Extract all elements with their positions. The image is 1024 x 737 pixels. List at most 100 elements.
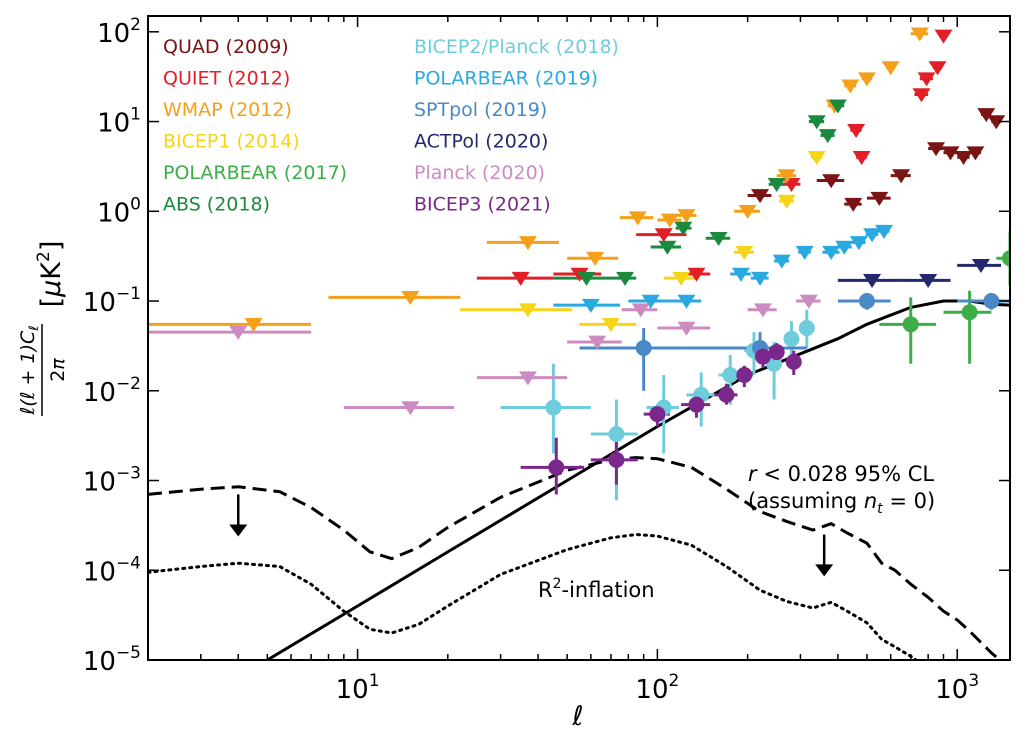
legend-entry: BICEP1 (2014) bbox=[163, 131, 300, 153]
bicep1-2014-point bbox=[807, 150, 826, 165]
actpol-2020-point bbox=[971, 259, 990, 274]
planck-2020-point bbox=[588, 335, 607, 350]
abs-2018-point bbox=[577, 271, 596, 286]
legend-entry: BICEP3 (2021) bbox=[414, 194, 551, 216]
abs-2018-point bbox=[709, 232, 728, 247]
quiet-2012-point bbox=[511, 271, 530, 286]
quiet-2012-point bbox=[687, 267, 706, 282]
x-tick-label: 101 bbox=[336, 671, 380, 705]
quad-2009-point bbox=[822, 174, 841, 189]
polarbear-2017-point bbox=[961, 304, 978, 321]
bicep2-planck-2018-point bbox=[545, 399, 562, 416]
quiet-2012-point bbox=[847, 123, 866, 138]
quiet-2012-point bbox=[654, 228, 673, 243]
quad-2009-point bbox=[954, 150, 973, 165]
plot-frame bbox=[147, 15, 1011, 661]
data-markers bbox=[229, 27, 1010, 476]
polarbear-2019-point bbox=[641, 294, 660, 309]
abs-2018-point bbox=[658, 240, 677, 255]
actpol-2020-point bbox=[863, 274, 882, 289]
quiet-2012-point bbox=[928, 61, 947, 76]
wmap-2012-point bbox=[777, 169, 796, 184]
wmap-2012-point bbox=[244, 318, 263, 333]
sptpol-2019-point bbox=[858, 293, 875, 310]
quad-2009-point bbox=[977, 108, 996, 123]
legend: QUAD (2009) QUIET (2012) WMAP (2012) BICEP1… bbox=[163, 36, 619, 216]
polarbear-2019-point bbox=[581, 298, 600, 313]
polarbear-2019-point bbox=[849, 236, 868, 251]
polarbear-2019-point bbox=[795, 245, 814, 260]
x-tick-label: 102 bbox=[635, 671, 679, 705]
planck-2020-point bbox=[518, 371, 537, 386]
legend-entry: POLARBEAR (2017) bbox=[163, 162, 347, 184]
polarbear-2019-point bbox=[875, 224, 894, 239]
wmap-2012-point bbox=[628, 211, 647, 226]
quad-2009-point bbox=[844, 197, 863, 212]
bicep3-2021-point bbox=[608, 451, 625, 468]
bicep3-2021-point bbox=[768, 344, 785, 361]
abs-2018-point bbox=[767, 177, 786, 192]
axis-ticks: 101 102 103 10−5 10−4 10−3 10−2 10−1 100 101 102 bbox=[83, 15, 1010, 705]
legend-entry: BICEP2/Planck (2018) bbox=[414, 36, 619, 58]
svg-text:[μK2]: [μK2] bbox=[34, 241, 67, 308]
bicep3-2021-point bbox=[718, 386, 735, 403]
bicep1-2014-point bbox=[777, 194, 796, 209]
legend-entry: ACTPol (2020) bbox=[414, 131, 548, 153]
quiet-2012-point bbox=[934, 29, 953, 44]
bicep3-2021-point bbox=[548, 459, 565, 476]
sptpol-2019-point bbox=[983, 293, 1000, 310]
abs-2018-point bbox=[818, 129, 837, 144]
svg-text:ℓ(ℓ + 1)Cℓ: ℓ(ℓ + 1)Cℓ bbox=[17, 325, 42, 415]
bicep3-2021-point bbox=[785, 353, 802, 370]
planck-2020-point bbox=[799, 294, 818, 309]
quad-2009-point bbox=[966, 146, 985, 161]
polarbear-2017-point bbox=[1002, 250, 1010, 267]
planck-2020-point bbox=[229, 325, 248, 340]
bicep2-planck-2018-point bbox=[783, 330, 800, 347]
abs-2018-point bbox=[616, 271, 635, 286]
wmap-2012-point bbox=[910, 27, 929, 42]
legend-entry: SPTpol (2019) bbox=[414, 99, 547, 121]
y-tick-label: 102 bbox=[97, 15, 141, 49]
wmap-2012-point bbox=[401, 291, 420, 306]
svg-text:2π: 2π bbox=[47, 358, 69, 382]
wmap-2012-point bbox=[857, 72, 876, 87]
wmap-2012-point bbox=[881, 61, 900, 76]
abs-2018-point bbox=[828, 99, 847, 114]
planck-2020-point bbox=[631, 303, 650, 318]
y-tick-label: 10−3 bbox=[83, 464, 141, 498]
bicep3-2021-point bbox=[688, 396, 705, 413]
wmap-2012-point bbox=[738, 204, 757, 219]
quiet-2012-point bbox=[912, 88, 931, 103]
abs-2018-point bbox=[674, 221, 693, 236]
limit-arrow-head bbox=[815, 564, 834, 577]
sptpol-2019-point bbox=[635, 339, 652, 356]
wmap-2012-point bbox=[518, 236, 537, 251]
y-tick-label: 10−2 bbox=[83, 374, 141, 408]
y-tick-label: 10−1 bbox=[83, 284, 141, 318]
wmap-2012-point bbox=[841, 79, 860, 94]
planck-2020-point bbox=[401, 401, 420, 416]
quad-2009-point bbox=[941, 146, 960, 161]
bicep3-2021-point bbox=[736, 366, 753, 383]
r-limit-curve bbox=[148, 456, 1003, 660]
quad-2009-point bbox=[927, 142, 946, 157]
planck-2020-point bbox=[753, 303, 772, 318]
y-tick-label: 10−4 bbox=[83, 553, 141, 587]
r2-inflation-label: R2-inflation bbox=[538, 576, 655, 602]
bicep2-planck-2018-point bbox=[608, 425, 625, 442]
bicep1-2014-point bbox=[672, 271, 691, 286]
bicep2-planck-2018-point bbox=[722, 366, 739, 383]
actpol-2020-point bbox=[919, 274, 938, 289]
quad-2009-point bbox=[987, 115, 1006, 130]
quad-2009-point bbox=[870, 191, 889, 206]
legend-entry: ABS (2018) bbox=[163, 194, 270, 216]
bicep3-2021-point bbox=[754, 348, 771, 365]
legend-entry: WMAP (2012) bbox=[163, 99, 292, 121]
legend-entry: POLARBEAR (2019) bbox=[414, 68, 598, 90]
bicep3-2021-point bbox=[649, 406, 666, 423]
legend-entry: QUIET (2012) bbox=[163, 68, 290, 90]
quiet-2012-point bbox=[917, 72, 936, 87]
bicep1-2014-point bbox=[735, 245, 754, 260]
bicep1-2014-point bbox=[518, 303, 537, 318]
